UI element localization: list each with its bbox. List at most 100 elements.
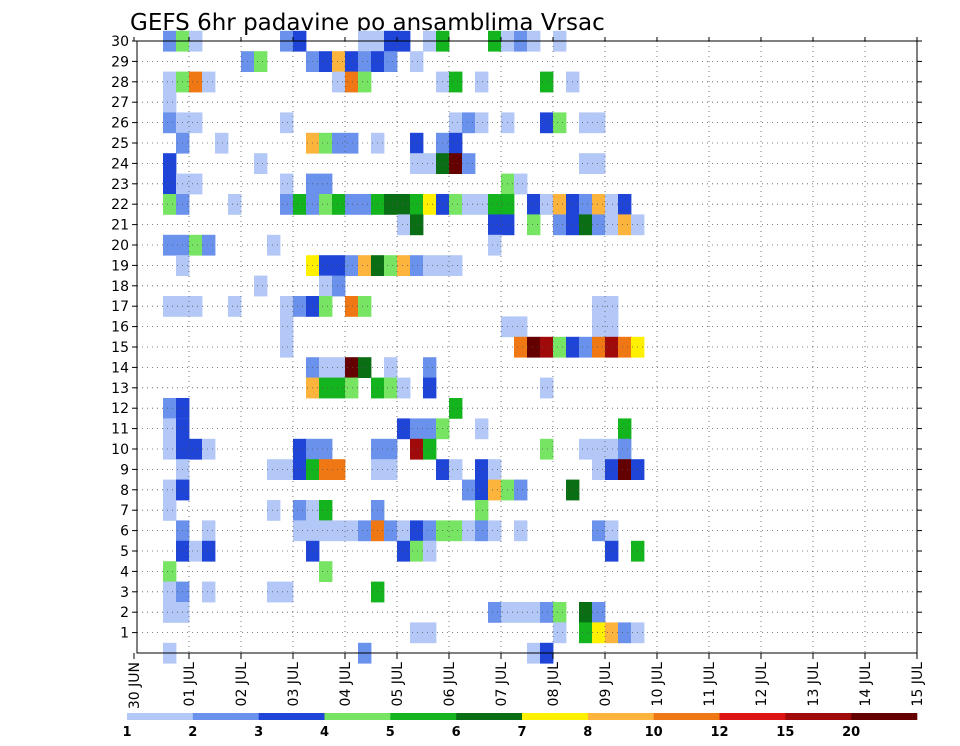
heatmap-cell-61 xyxy=(163,153,177,174)
heatmap-cell-42 xyxy=(280,112,294,134)
heatmap-cell-121 xyxy=(189,234,203,256)
heatmap-cell-193 xyxy=(410,418,424,440)
colorbar-swatch-0 xyxy=(127,713,194,720)
heatmap-cell-273 xyxy=(423,540,437,562)
heatmap-cell-291 xyxy=(553,602,567,623)
x-tick-label: 14 JUL xyxy=(858,662,874,707)
heatmap-cell-297 xyxy=(579,622,593,644)
heatmap-cell-82 xyxy=(293,194,307,215)
x-tick-label: 09 JUL xyxy=(598,662,614,707)
heatmap-cell-185 xyxy=(163,398,177,419)
x-tick-label: 01 JUL xyxy=(182,662,198,707)
heatmap-cell-129 xyxy=(345,255,359,276)
heatmap-cell-255 xyxy=(384,520,398,542)
heatmap-cell-60 xyxy=(449,132,463,154)
heatmap-cell-41 xyxy=(189,112,203,134)
heatmap-cell-152 xyxy=(605,296,619,317)
heatmap-cell-265 xyxy=(592,520,606,542)
heatmap-cell-78 xyxy=(163,194,177,215)
heatmap-cell-84 xyxy=(319,194,333,215)
heatmap-cell-92 xyxy=(423,194,437,215)
heatmap-cell-298 xyxy=(592,622,606,644)
heatmap-cell-63 xyxy=(410,153,424,174)
colorbar-swatch-7 xyxy=(587,713,654,720)
heatmap-cell-299 xyxy=(605,622,619,644)
heatmap-cell-235 xyxy=(488,479,502,501)
heatmap-cell-36 xyxy=(540,71,554,93)
heatmap-cell-101 xyxy=(553,194,567,215)
y-tick-label: 5 xyxy=(120,544,129,560)
y-tick-label: 11 xyxy=(111,422,129,438)
heatmap-cell-274 xyxy=(605,540,619,562)
colorbar-label: 1 xyxy=(122,725,131,740)
heatmap-cell-282 xyxy=(280,581,294,603)
heatmap-cell-159 xyxy=(514,336,528,358)
heatmap-cell-66 xyxy=(449,153,463,174)
heatmap-cell-138 xyxy=(254,275,268,297)
heatmap-cell-289 xyxy=(527,602,541,623)
colorbar-label: 12 xyxy=(710,725,728,740)
heatmap-cell-58 xyxy=(410,132,424,154)
heatmap-cell-97 xyxy=(488,194,502,215)
heatmap-cell-68 xyxy=(579,153,593,174)
x-tick-label: 05 JUL xyxy=(390,662,406,707)
heatmap-cell-43 xyxy=(449,112,463,134)
heatmap-cell-48 xyxy=(553,112,567,134)
heatmap-cell-220 xyxy=(332,459,346,480)
heatmap-cell-217 xyxy=(293,459,307,480)
heatmap-cell-108 xyxy=(410,214,424,236)
heatmap-cell-234 xyxy=(475,479,489,501)
y-tick-label: 22 xyxy=(111,197,129,213)
heatmap-cell-192 xyxy=(397,418,411,440)
heatmap-cell-290 xyxy=(540,602,554,623)
heatmap-cell-80 xyxy=(228,194,242,215)
heatmap-cell-52 xyxy=(215,132,229,154)
heatmap-cell-173 xyxy=(358,357,372,378)
heatmap-cell-122 xyxy=(202,234,216,256)
colorbar-label: 2 xyxy=(188,725,197,740)
heatmap-cell-201 xyxy=(202,438,216,460)
heatmap-cell-112 xyxy=(553,214,567,236)
heatmap-cell-216 xyxy=(280,459,294,480)
heatmap-cell-233 xyxy=(462,479,476,501)
heatmap-cell-115 xyxy=(592,214,606,236)
heatmap-cell-294 xyxy=(410,622,424,644)
colorbar-swatch-10 xyxy=(785,713,852,720)
heatmap-cell-164 xyxy=(579,336,593,358)
heatmap-cell-155 xyxy=(514,316,528,338)
heatmap-cell-167 xyxy=(618,336,632,358)
heatmap-cell-222 xyxy=(384,459,398,480)
heatmap-cell-140 xyxy=(332,275,346,297)
heatmap-cell-229 xyxy=(618,459,632,480)
heatmap-cell-19 xyxy=(319,51,333,72)
heatmap-cell-296 xyxy=(553,622,567,644)
y-tick-label: 2 xyxy=(120,605,129,621)
heatmap-cell-262 xyxy=(475,520,489,542)
y-tick-label: 13 xyxy=(111,381,129,397)
colorbar-label: 8 xyxy=(583,725,592,740)
y-tick-label: 12 xyxy=(111,401,129,417)
heatmap-cell-171 xyxy=(332,357,346,378)
heatmap-cell-269 xyxy=(202,540,216,562)
heatmap-cell-99 xyxy=(527,194,541,215)
heatmap-cell-50 xyxy=(592,112,606,134)
y-tick-label: 18 xyxy=(111,279,129,295)
heatmap-cell-210 xyxy=(579,438,593,460)
heatmap-cell-293 xyxy=(592,602,606,623)
heatmap-cell-31 xyxy=(345,71,359,93)
heatmap-cell-64 xyxy=(423,153,437,174)
heatmap-cell-86 xyxy=(345,194,359,215)
heatmap-cell-144 xyxy=(228,296,242,317)
heatmap-cell-258 xyxy=(423,520,437,542)
heatmap-cell-278 xyxy=(163,581,177,603)
heatmap-cell-225 xyxy=(475,459,489,480)
heatmap-cell-143 xyxy=(189,296,203,317)
x-axis-ticks: 30 JUN 01 JUL 02 JUL 03 JUL 04 JUL 05 JUL 06 J… xyxy=(127,37,926,709)
heatmap-cell-277 xyxy=(319,561,333,582)
y-tick-label: 6 xyxy=(120,524,129,540)
colorbar-swatch-1 xyxy=(192,713,259,720)
heatmap-cell-106 xyxy=(618,194,632,215)
heatmap-cell-29 xyxy=(202,71,216,93)
heatmap-cell-26 xyxy=(163,71,177,93)
